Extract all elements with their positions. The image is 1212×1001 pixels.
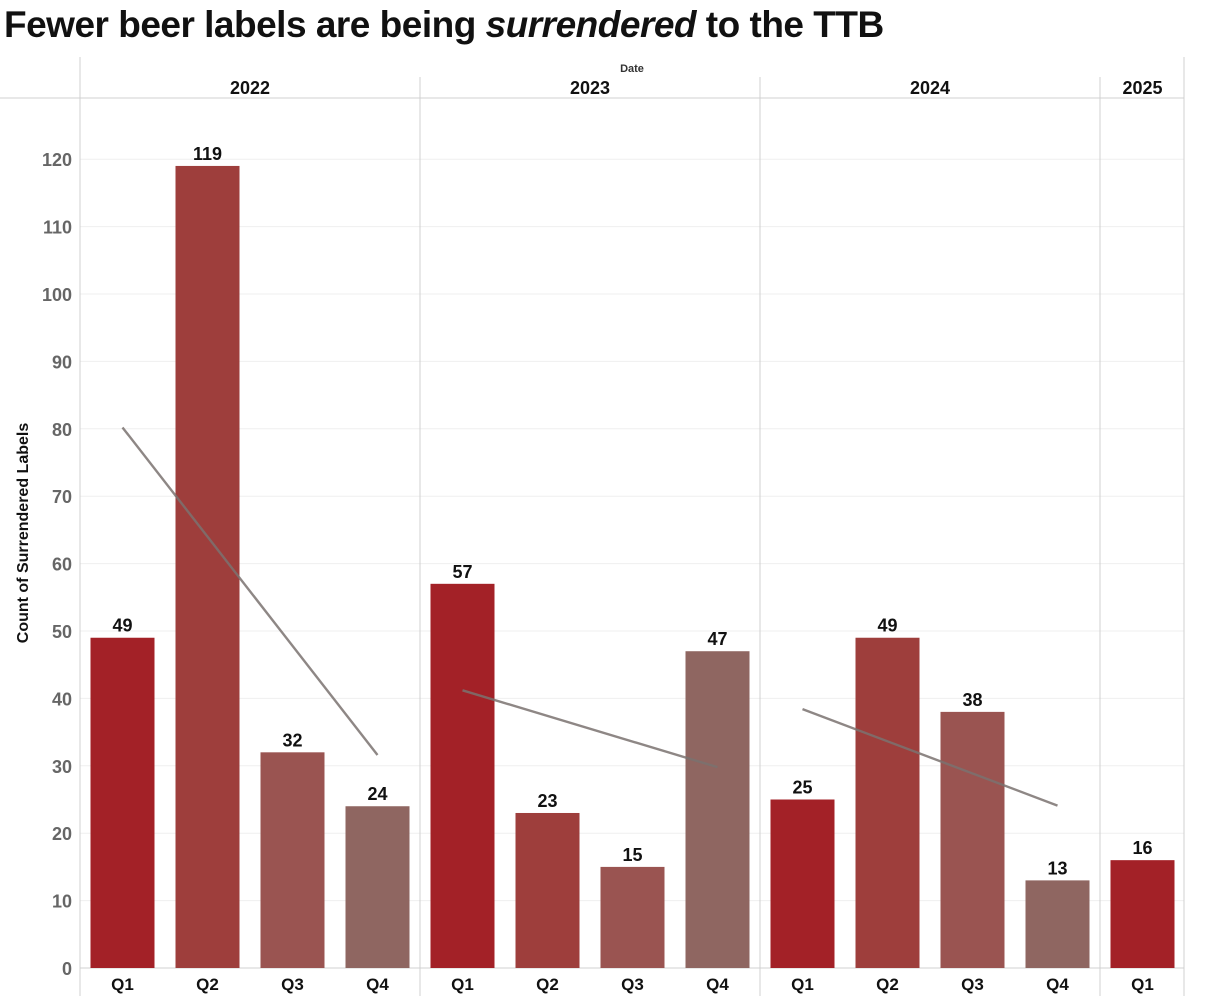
bar-2024-q1 [770, 799, 835, 968]
y-tick-label: 10 [52, 892, 72, 912]
y-tick-label: 60 [52, 555, 72, 575]
quarter-tick-label: Q2 [196, 975, 219, 994]
title-part-2: to the TTB [696, 4, 884, 45]
bar-2024-q2 [855, 637, 920, 968]
y-tick-label: 80 [52, 420, 72, 440]
bar-2024-q3 [940, 711, 1005, 968]
y-tick-label: 110 [43, 218, 72, 238]
chart-labels: 0 10 20 30 40 50 60 70 80 90 100 110 120 Count of Sur… [15, 63, 1163, 994]
y-tick-label: 0 [62, 959, 72, 979]
y-tick-label: 50 [52, 622, 72, 642]
quarter-tick-label: Q4 [706, 975, 729, 994]
quarter-tick-label: Q3 [621, 975, 644, 994]
bar-value-label: 49 [877, 616, 897, 636]
bar-value-label: 32 [282, 730, 302, 750]
bar-2022-q2 [175, 165, 240, 968]
bar-2025-q1 [1110, 860, 1175, 968]
bar-2024-q4 [1025, 880, 1090, 968]
title-emphasis: surrendered [485, 4, 697, 45]
bar-value-label: 23 [537, 791, 557, 811]
quarter-tick-label: Q3 [961, 975, 984, 994]
quarter-tick-label: Q4 [366, 975, 389, 994]
title-part-1: Fewer beer labels are being [4, 4, 486, 45]
trend-line-2024 [802, 708, 1058, 807]
bar-2023-q3 [600, 866, 665, 968]
y-tick-label: 70 [52, 487, 72, 507]
bar-2022-q1 [90, 637, 155, 968]
year-header-2024: 2024 [910, 78, 950, 98]
y-tick-label: 40 [52, 689, 72, 709]
bar-value-label: 13 [1047, 858, 1067, 878]
bar-value-label: 47 [707, 629, 727, 649]
y-tick-label: 90 [52, 352, 72, 372]
bar-2023-q1 [430, 583, 495, 968]
year-header-2022: 2022 [230, 78, 270, 98]
quarter-tick-label: Q4 [1046, 975, 1069, 994]
quarter-tick-label: Q1 [1131, 975, 1154, 994]
bar-value-label: 38 [962, 690, 982, 710]
bar-value-label: 24 [367, 784, 387, 804]
quarter-tick-label: Q3 [281, 975, 304, 994]
year-header-2023: 2023 [570, 78, 610, 98]
gridlines [80, 158, 1184, 902]
bar-2023-q4 [685, 651, 750, 968]
bar-value-label: 15 [622, 845, 642, 865]
date-axis-title: Date [620, 63, 644, 75]
bars [90, 165, 1175, 968]
quarter-tick-label: Q1 [111, 975, 134, 994]
bar-value-label: 25 [792, 778, 812, 798]
y-axis-title: Count of Surrendered Labels [15, 423, 32, 644]
trend-lines [121, 426, 1058, 807]
trend-line-2022 [121, 426, 379, 756]
bar-2023-q2 [515, 812, 580, 968]
y-tick-label: 100 [42, 285, 72, 305]
bar-value-label: 16 [1132, 838, 1152, 858]
bar-2022-q4 [345, 806, 410, 968]
y-tick-label: 120 [42, 150, 72, 170]
y-tick-label: 30 [52, 757, 72, 777]
quarter-tick-label: Q2 [536, 975, 559, 994]
year-header-2025: 2025 [1122, 78, 1162, 98]
chart-title: Fewer beer labels are being surrendered … [4, 4, 884, 46]
quarter-tick-label: Q1 [451, 975, 474, 994]
trend-line-2023 [462, 689, 718, 769]
bar-value-label: 49 [112, 616, 132, 636]
bar-2022-q3 [260, 752, 325, 968]
quarter-tick-label: Q2 [876, 975, 899, 994]
quarter-tick-label: Q1 [791, 975, 814, 994]
bar-value-label: 57 [452, 562, 472, 582]
bar-value-label: 119 [193, 144, 222, 164]
y-tick-label: 20 [52, 824, 72, 844]
